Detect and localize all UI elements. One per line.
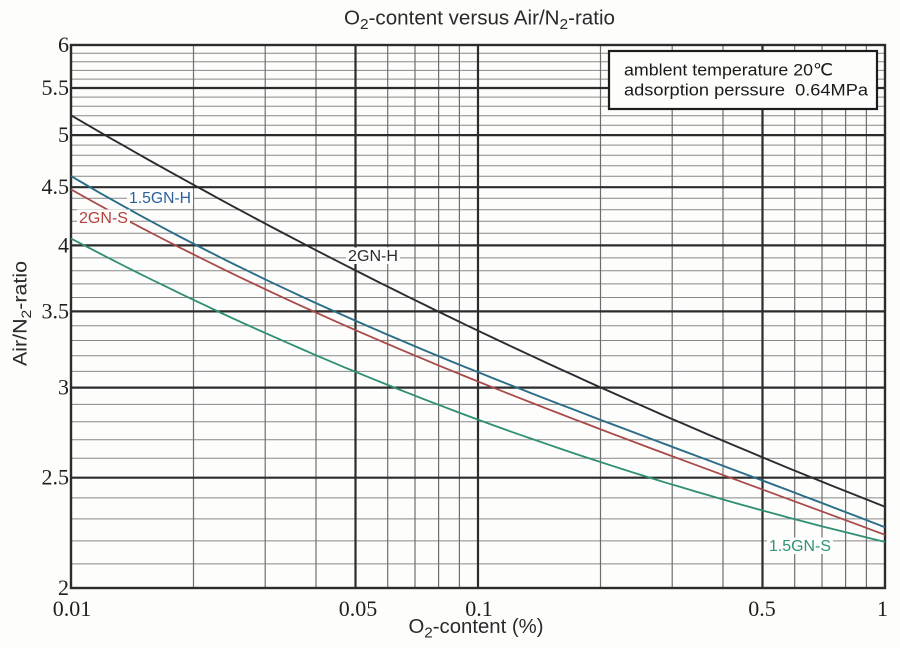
- svg-text:Air/N2-ratio: Air/N2-ratio: [11, 261, 35, 366]
- svg-text:0.01: 0.01: [53, 596, 92, 621]
- svg-text:amblent temperature 20℃: amblent temperature 20℃: [624, 61, 833, 80]
- svg-text:adsorption perssure 0.64MPa: adsorption perssure 0.64MPa: [624, 81, 869, 100]
- svg-text:0.1: 0.1: [465, 596, 493, 621]
- svg-text:1: 1: [877, 596, 888, 621]
- svg-text:5: 5: [58, 122, 69, 147]
- svg-text:2: 2: [58, 575, 69, 600]
- svg-text:O2-content versus Air/N2-ratio: O2-content versus Air/N 2-ratio: [344, 8, 615, 34]
- svg-text:4: 4: [58, 232, 69, 257]
- svg-text:1.5GN-S: 1.5GN-S: [769, 538, 831, 555]
- svg-text:3: 3: [58, 375, 69, 400]
- svg-text:2GN-S: 2GN-S: [79, 210, 128, 227]
- svg-text:0.5: 0.5: [748, 596, 776, 621]
- svg-text:2GN-H: 2GN-H: [348, 248, 398, 265]
- svg-text:1.5GN-H: 1.5GN-H: [129, 190, 191, 207]
- svg-text:6: 6: [58, 32, 69, 57]
- svg-text:2.5: 2.5: [42, 465, 70, 490]
- svg-text:3.5: 3.5: [42, 298, 70, 323]
- svg-text:5.5: 5.5: [42, 75, 70, 100]
- svg-text:0.05: 0.05: [339, 596, 378, 621]
- svg-text:4.5: 4.5: [42, 174, 70, 199]
